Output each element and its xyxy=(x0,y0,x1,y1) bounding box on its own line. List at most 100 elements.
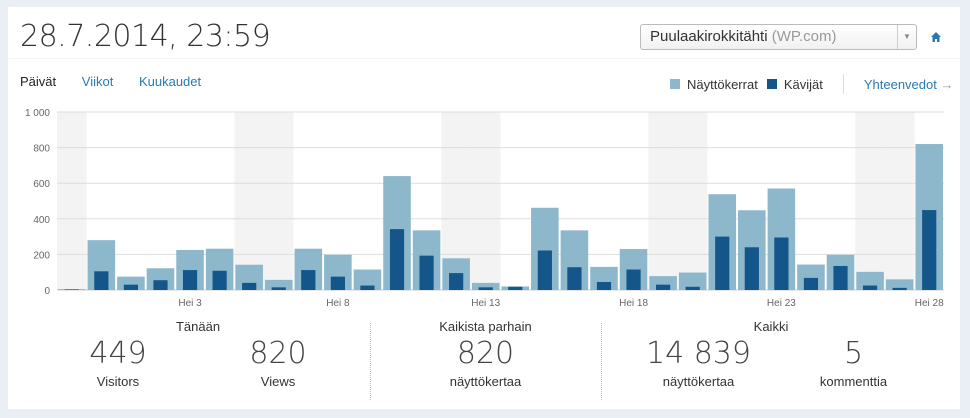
legend-visitors: Kävijät xyxy=(783,76,823,92)
x-tick-label: Hei 23 xyxy=(767,298,796,309)
visitors-bar xyxy=(833,265,848,290)
weekend-band xyxy=(884,112,915,290)
visitors-bar xyxy=(182,270,198,290)
visitors-bar xyxy=(212,270,227,290)
weekend-band xyxy=(234,112,264,290)
all-comments: 5 kommenttia xyxy=(781,334,926,389)
tab-days[interactable]: Päivät xyxy=(20,74,57,89)
weekend-band xyxy=(855,112,885,290)
visitors-bar xyxy=(626,269,641,290)
visitors-bar xyxy=(803,277,819,290)
best-views-label: näyttökertaa xyxy=(449,374,522,389)
tab-weeks[interactable]: Viikot xyxy=(81,74,114,89)
views-bar xyxy=(264,279,293,290)
all-comments-label: kommenttia xyxy=(819,374,888,389)
x-tick-label: Hei 3 xyxy=(178,298,202,309)
weekend-band xyxy=(263,112,294,290)
visitors-bar xyxy=(389,229,405,290)
stats-card: 28.7.2014, 23:59 Puulaakirokkitähti (WP.… xyxy=(8,7,960,409)
today-stats: Tänään 449 Visitors 820 Views xyxy=(38,319,358,389)
home-icon[interactable] xyxy=(930,31,942,43)
views-chart: 0 200 400 600 800 1 000 Hei 3 Hei 8 Hei 13 Hei 18… xyxy=(25,108,944,309)
visitors-bar xyxy=(596,281,612,290)
chevron-down-icon[interactable]: ▼ xyxy=(897,25,916,49)
visitors-bar xyxy=(123,284,139,290)
stats-summary: Tänään 449 Visitors 820 Views Kaikista p… xyxy=(8,319,960,404)
visitors-bar xyxy=(744,247,759,290)
y-tick-label: 200 xyxy=(33,250,50,261)
visitors-bar xyxy=(271,287,286,290)
visitors-bar xyxy=(508,286,523,290)
divider xyxy=(601,323,602,400)
visitors-bar xyxy=(567,267,582,290)
best-stats: Kaikista parhain 820 näyttökertaa xyxy=(370,319,601,389)
y-tick-label: 0 xyxy=(44,286,50,297)
divider xyxy=(8,58,960,59)
weekend-band xyxy=(677,112,708,290)
visitors-bar xyxy=(360,285,375,290)
summaries-link[interactable]: Yhteenvedot → xyxy=(863,76,954,92)
visitors-bar xyxy=(715,236,730,290)
views-bar xyxy=(856,271,884,290)
today-visitors-value: 449 xyxy=(89,336,147,371)
visitors-bar xyxy=(330,276,345,290)
visitors-bar xyxy=(64,289,79,290)
best-views-value: 820 xyxy=(456,336,515,371)
visitors-bar xyxy=(449,273,464,290)
visitors-bar xyxy=(242,282,257,290)
views-bar xyxy=(885,279,914,290)
views-swatch xyxy=(670,79,680,89)
y-tick-label: 600 xyxy=(33,179,50,190)
visitors-bar xyxy=(656,284,671,290)
y-tick-label: 1 000 xyxy=(25,108,50,119)
all-views-label: näyttökertaa xyxy=(662,374,735,389)
visitors-bar xyxy=(478,287,493,290)
visitors-bar xyxy=(153,280,168,290)
best-title: Kaikista parhain xyxy=(439,319,532,334)
visitors-bar xyxy=(922,210,937,290)
visitors-bar xyxy=(94,271,109,290)
all-title: Kaikki xyxy=(753,319,789,334)
all-comments-value: 5 xyxy=(843,336,864,371)
y-tick-label: 800 xyxy=(33,144,50,155)
today-views-value: 820 xyxy=(249,336,307,371)
site-suffix: (WP.com) xyxy=(771,28,837,45)
arrow-right-icon: → xyxy=(940,76,954,92)
x-tick-label: Hei 8 xyxy=(326,298,350,309)
site-name: Puulaakirokkitähti xyxy=(650,28,768,45)
visitors-bar xyxy=(537,250,552,290)
weekend-band xyxy=(648,112,678,290)
weekend-band xyxy=(470,112,501,290)
site-select[interactable]: Puulaakirokkitähti (WP.com) ▼ xyxy=(640,24,917,50)
views-bar xyxy=(353,269,382,290)
views-bar xyxy=(678,272,707,290)
all-views-value: 14 839 xyxy=(646,336,751,371)
legend-views: Näyttökerrat xyxy=(687,76,758,92)
visitors-bar xyxy=(685,286,700,290)
visitors-bar xyxy=(774,237,789,290)
x-tick-label: Hei 18 xyxy=(619,298,648,309)
divider xyxy=(842,74,844,94)
visitors-bar xyxy=(892,287,907,290)
page-title: 28.7.2014, 23:59 xyxy=(20,19,271,54)
visitors-bar xyxy=(862,285,878,290)
tab-months[interactable]: Kuukaudet xyxy=(138,74,202,89)
visitors-swatch xyxy=(766,79,777,89)
today-views-label: Views xyxy=(260,374,296,389)
x-tick-label: Hei 28 xyxy=(915,298,944,309)
visitors-bar xyxy=(419,255,434,290)
views-bar xyxy=(471,282,500,290)
x-tick-label: Hei 13 xyxy=(471,298,500,309)
weekend-band xyxy=(57,112,87,290)
today-title: Tänään xyxy=(175,319,221,334)
today-visitors-label: Visitors xyxy=(96,374,140,389)
y-tick-label: 400 xyxy=(33,215,50,226)
all-time-stats: Kaikki 14 839 näyttökertaa 5 kommenttia xyxy=(601,319,941,389)
chart-legend: Näyttökerrat Kävijät Yhteenvedot → xyxy=(670,74,953,94)
all-views: 14 839 näyttökertaa xyxy=(626,334,771,389)
divider xyxy=(370,323,371,400)
period-tabs: Päivät Viikot Kuukaudet xyxy=(20,74,223,89)
today-visitors: 449 Visitors xyxy=(38,334,198,389)
visitors-bar xyxy=(301,270,316,290)
today-views: 820 Views xyxy=(198,334,358,389)
